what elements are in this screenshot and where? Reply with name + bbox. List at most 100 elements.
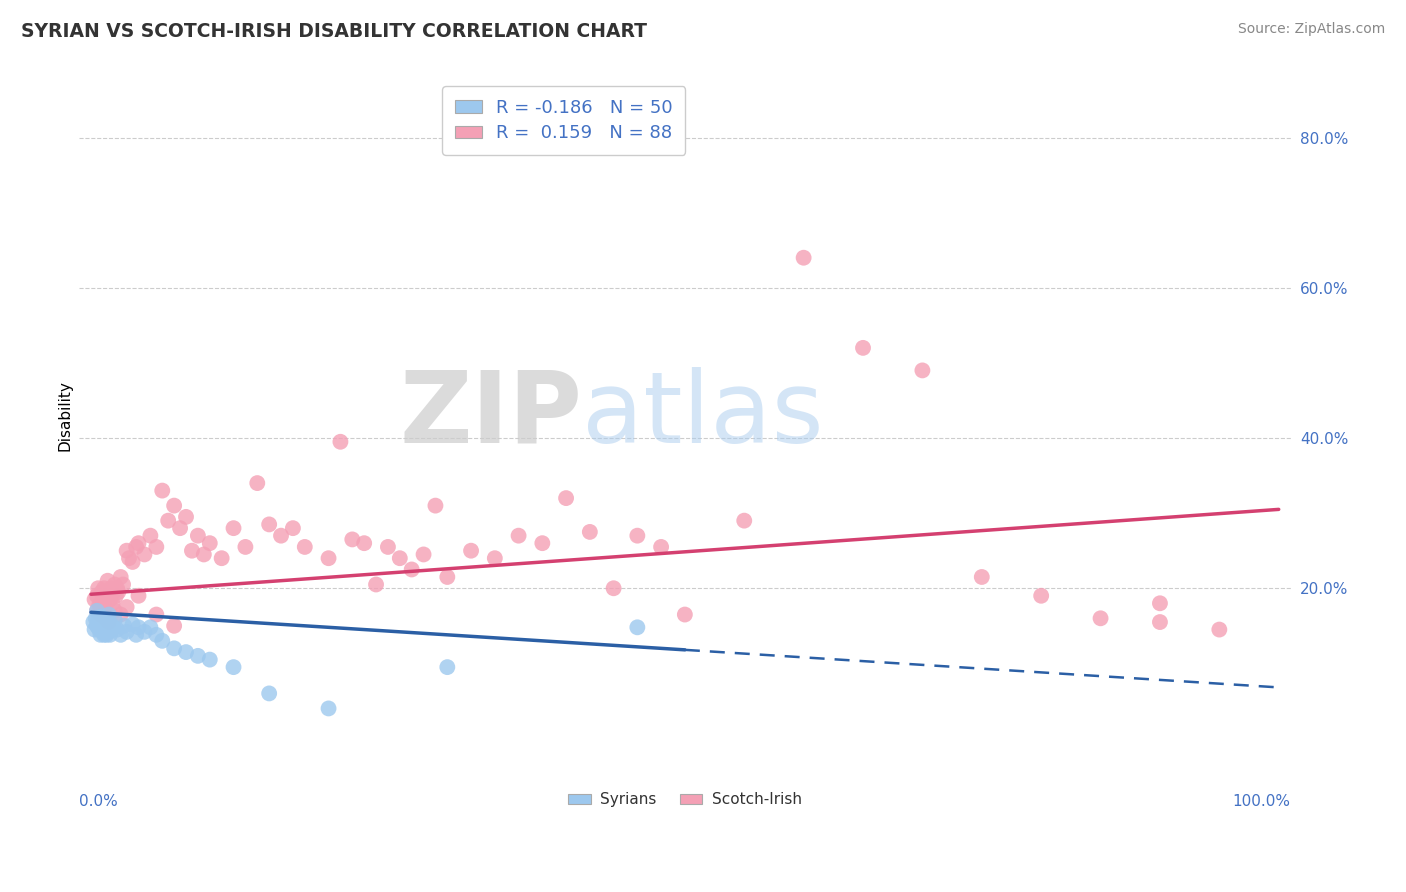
Point [89,617,111,632]
Point [104,589,127,603]
Point [105,581,128,595]
Point [163,641,186,656]
Legend: Syrians, Scotch-Irish: Syrians, Scotch-Irish [562,786,807,814]
Point [89,598,111,612]
Point [91,624,114,639]
Point [96,589,118,603]
Point [555,491,578,505]
Point [364,577,387,591]
Point [1149,596,1171,610]
Point [89,623,111,637]
Point [187,529,209,543]
Point [388,551,411,566]
Point [84,611,107,625]
Point [150,483,173,498]
Point [103,585,125,599]
Point [793,251,815,265]
Point [118,551,141,566]
Point [579,524,602,539]
Point [101,623,124,637]
Point [100,581,122,595]
Point [94,611,117,625]
Point [460,543,482,558]
Point [94,620,117,634]
Point [157,514,180,528]
Point [163,619,186,633]
Point [673,607,696,622]
Point [626,529,648,543]
Point [257,686,280,700]
Point [235,540,257,554]
Point [97,574,120,588]
Point [602,581,624,595]
Point [193,548,215,562]
Point [198,536,221,550]
Point [89,600,111,615]
Point [134,548,156,562]
Point [257,517,280,532]
Point [89,628,111,642]
Point [852,341,875,355]
Point [294,540,316,554]
Point [112,619,135,633]
Point [484,551,506,566]
Point [187,648,209,663]
Point [83,592,105,607]
Point [104,613,127,627]
Point [174,509,197,524]
Text: atlas: atlas [582,367,824,464]
Point [98,628,121,642]
Point [318,701,340,715]
Point [401,562,423,576]
Point [91,592,114,607]
Point [125,540,148,554]
Point [115,600,138,615]
Text: 0.0%: 0.0% [79,794,118,809]
Point [90,620,112,634]
Point [98,592,121,607]
Point [134,624,156,639]
Point [104,577,127,591]
Point [93,628,115,642]
Point [211,551,233,566]
Point [121,555,143,569]
Point [531,536,554,550]
Text: Source: ZipAtlas.com: Source: ZipAtlas.com [1237,22,1385,37]
Point [436,660,458,674]
Point [1090,611,1112,625]
Point [86,604,108,618]
Point [115,543,138,558]
Point [94,600,117,615]
Point [626,620,648,634]
Point [181,543,204,558]
Point [97,585,120,599]
Point [318,551,340,566]
Point [145,540,167,554]
Point [425,499,447,513]
Point [436,570,458,584]
Point [281,521,304,535]
Point [87,581,110,595]
Point [101,596,124,610]
Point [353,536,375,550]
Point [97,607,120,622]
Text: SYRIAN VS SCOTCH-IRISH DISABILITY CORRELATION CHART: SYRIAN VS SCOTCH-IRISH DISABILITY CORREL… [21,22,647,41]
Point [222,521,245,535]
Point [145,607,167,622]
Point [733,514,755,528]
Point [89,609,111,624]
Point [163,499,186,513]
Point [412,548,434,562]
Point [89,607,111,622]
Y-axis label: Disability: Disability [58,380,72,451]
Point [150,633,173,648]
Point [139,620,162,634]
Point [174,645,197,659]
Point [1149,615,1171,629]
Point [86,604,108,618]
Point [112,577,135,591]
Point [128,589,150,603]
Point [110,607,132,622]
Point [87,613,110,627]
Point [329,434,352,449]
